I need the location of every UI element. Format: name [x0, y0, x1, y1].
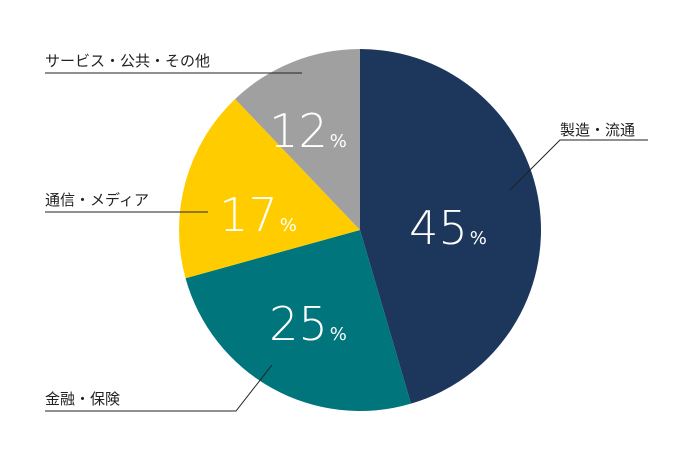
slice-telecom-media [178, 99, 360, 279]
label-telecom-media: 通信・メディア [45, 191, 149, 209]
pct-services: 12% [269, 104, 347, 158]
slice-services-public-other [235, 49, 360, 230]
leader-line [509, 139, 648, 191]
percentage-labels: 45 % 25 % 17 % 12% [219, 104, 487, 351]
leader-lines [45, 72, 648, 412]
pct-finance: 25% [269, 297, 347, 351]
slice-manufacturing-distribution [360, 49, 542, 404]
slice-finance-insurance [185, 230, 411, 412]
pie-slices [178, 49, 542, 412]
label-finance-insurance: 金融・保険 [45, 390, 120, 408]
label-manufacturing-distribution: 製造・流通 [560, 121, 635, 139]
label-services-public-other: サービス・公共・その他 [45, 52, 210, 70]
pct-manufacturing: 45% [409, 201, 487, 255]
leader-line [45, 364, 273, 412]
pct-telecom: 17% [219, 188, 297, 242]
